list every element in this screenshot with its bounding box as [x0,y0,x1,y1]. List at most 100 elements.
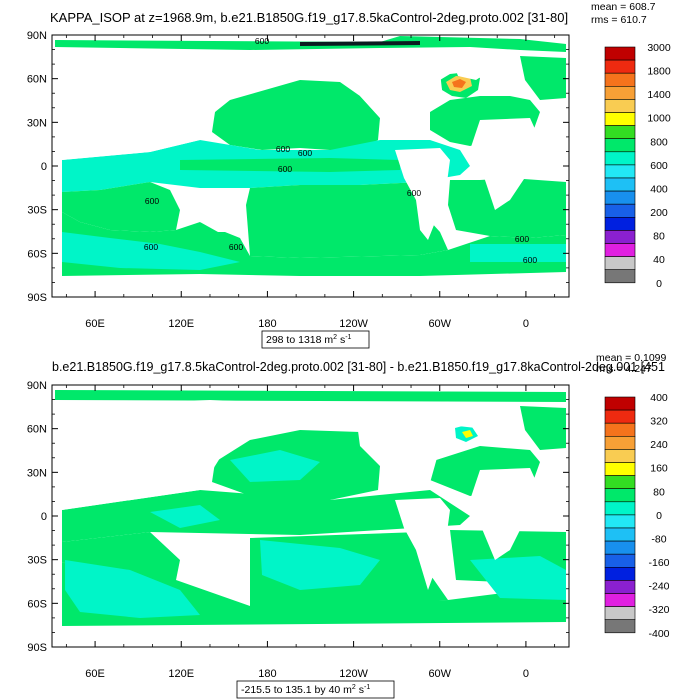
panel-1-range-exp: -1 [345,334,351,341]
y-tick-label: 90N [27,30,47,42]
colorbar-label: 1800 [647,66,671,78]
colorbar-label: 240 [650,439,668,451]
colorbar-swatch [604,151,636,166]
contour-label: 600 [144,242,158,252]
north-america-landmask [355,408,442,490]
panel-1-ocean-field [52,36,566,297]
yellow-patch-labrador [462,430,473,438]
colorbar-swatch [604,501,636,516]
colorbar-swatch [604,553,636,568]
contour-label: 600 [145,196,159,206]
panel-2-y-axis: 90N 60N 30N 0 30S 60S 90S [27,380,569,654]
cyan-patch-tropical [150,505,220,528]
colorbar-swatch [604,164,636,179]
colorbar-label: 80 [653,486,665,498]
australia-landmask [198,196,246,232]
x-tick-label: 60W [428,318,451,330]
contour-label: 600 [255,36,269,46]
colorbar-swatch [604,269,636,284]
colorbar-swatch [604,177,636,192]
colorbar-label: 320 [650,416,668,428]
colorbar-swatch [604,46,636,61]
panel-1-title: KAPPA_ISOP at z=1968.9m, b.e21.B1850G.f1… [50,10,568,25]
colorbar-label: -320 [648,604,669,616]
greenland-landmask [452,408,488,428]
colorbar-swatch [604,72,636,87]
colorbar-swatch [604,475,636,490]
panel-2-rms: rms = 4.247 [596,363,652,375]
panel-2-ocean-field [52,390,566,647]
colorbar-swatch [604,230,636,244]
colorbar-swatch [604,619,636,634]
colorbar-swatch [604,256,636,271]
panel-1-range-label: 298 to 1318 m2 s-1 [266,334,352,346]
x-tick-label: 120E [168,668,194,680]
colorbar-label: 3000 [647,42,671,54]
x-tick-label: 60E [85,318,105,330]
x-tick-label: 0 [523,318,529,330]
panel-2-range-sup: 2 [352,684,356,691]
colorbar-label: 800 [650,136,668,148]
south-pacific-fill [246,182,448,258]
y-tick-label: 90N [27,380,47,392]
antarctica-landmask [52,630,566,647]
arctic-contour-band [300,41,420,46]
equatorial-green-fill [180,158,400,172]
colorbar-swatch [604,59,636,74]
colorbar-label: -80 [651,533,666,545]
colorbar-swatch [604,606,636,620]
x-tick-label: 60E [85,668,105,680]
cyan-patch-north-pacific [230,450,320,482]
panel-1-contour-labels: 600 600 600 600 600 600 600 600 600 600 [144,36,537,265]
panel-top: KAPPA_ISOP at z=1968.9m, b.e21.B1850G.f1… [27,1,671,349]
colorbar-swatch [604,99,636,113]
colorbar-swatch [604,580,636,594]
y-tick-label: 0 [41,511,47,523]
y-tick-label: 90S [27,292,47,304]
nordic-seas-fill [520,56,566,100]
arctic-strip-fill [55,390,566,402]
panel-2-title: b.e21.B1850G.f19_g17.8.5kaControl-2deg.p… [52,360,665,374]
colorbar-label: -400 [648,628,669,640]
y-tick-label: 30S [27,205,47,217]
colorbar-swatch [604,449,636,463]
colorbar-label: 0 [656,510,662,522]
colorbar-swatch [604,488,636,503]
labrador-hotspot-orange [452,79,466,88]
y-tick-label: 60S [27,598,47,610]
contour-label: 600 [515,234,529,244]
greenland-landmask [452,58,488,80]
colorbar-swatch [604,593,636,607]
x-tick-label: 120E [168,318,194,330]
colorbar-swatch [604,138,636,153]
colorbar-swatch [604,527,636,542]
y-tick-label: 0 [41,161,47,173]
colorbar-swatch [604,112,636,126]
colorbar-swatch [604,409,636,424]
colorbar-swatch [604,217,636,231]
y-tick-label: 90S [27,642,47,654]
colorbar-label: 1400 [647,89,671,101]
x-tick-label: 180 [258,668,276,680]
y-tick-label: 30S [27,555,47,567]
panel-1-range-tail: s [337,334,345,346]
nordic-seas-fill [520,406,566,450]
antarctica-landmask [52,280,566,297]
contour-label: 600 [278,164,292,174]
panel-2-range-label: -215.5 to 135.1 by 40 m2 s-1 [241,684,370,696]
y-tick-label: 30N [27,117,47,129]
x-tick-label: 120W [339,318,368,330]
panel-1-range-box [261,330,370,349]
contour-label: 600 [229,242,243,252]
panel-1-mean: mean = 608.7 [591,1,656,13]
colorbar-swatch [604,190,636,205]
colorbar-swatch [604,86,636,100]
eurasia-landmask [55,50,262,160]
australia-landmask [198,546,246,582]
cyan-patch-south-pacific [260,540,380,590]
colorbar-label: 200 [650,207,668,219]
south-america-landmask [395,498,450,590]
panel-1-x-axis: 60E 120E 180 120W 60W 0 [65,35,556,330]
colorbar-swatch [604,514,636,529]
